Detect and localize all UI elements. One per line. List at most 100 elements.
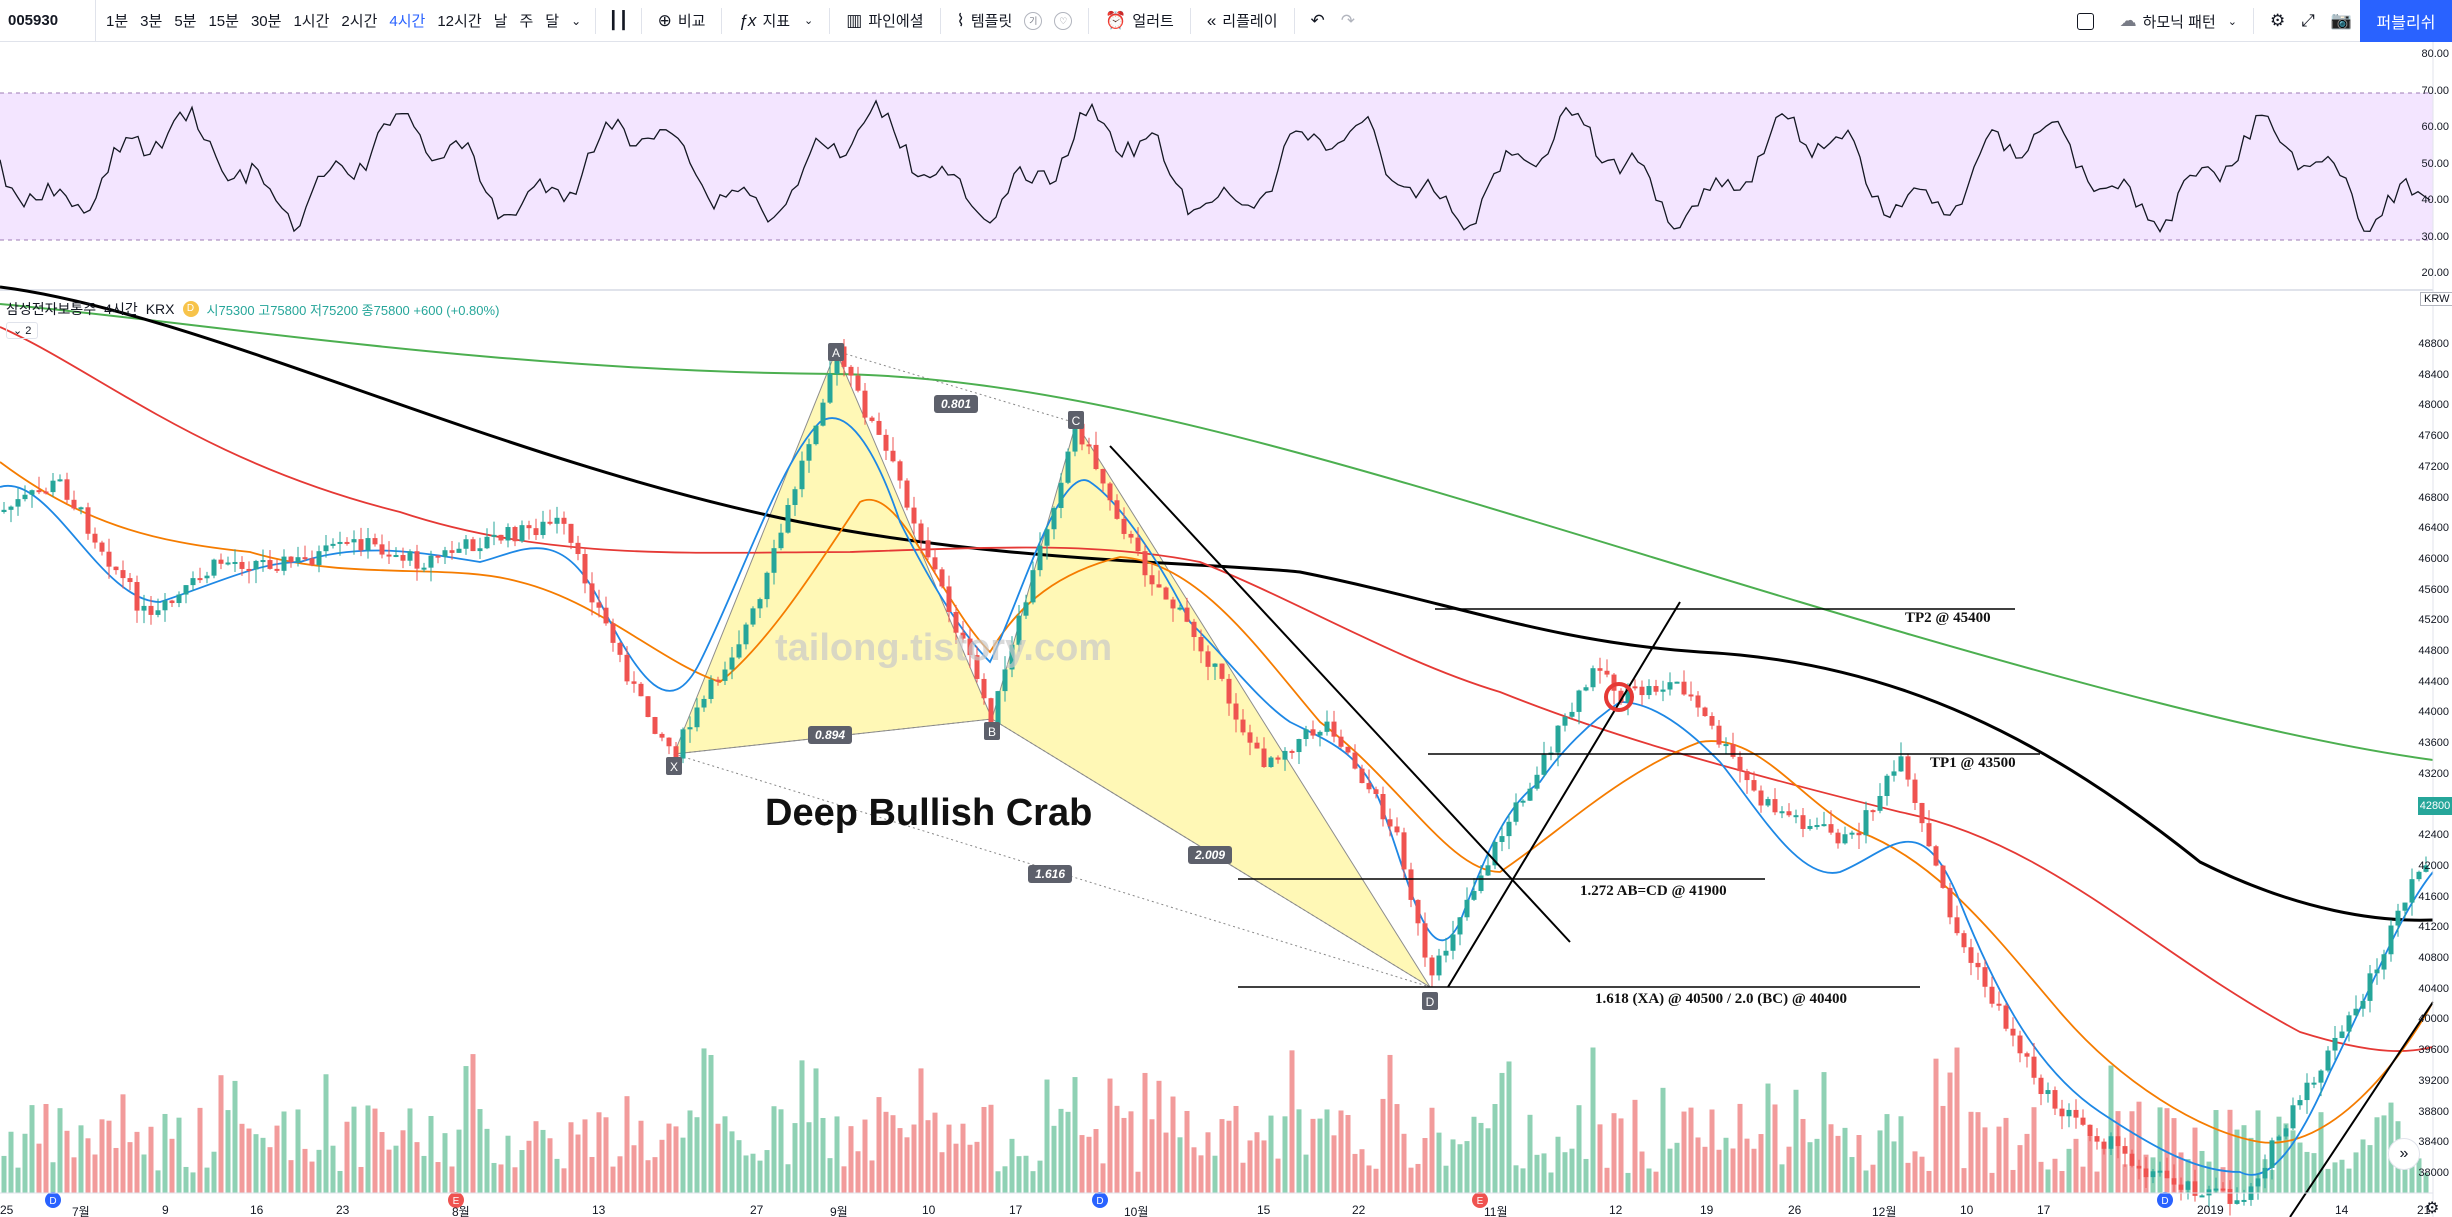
- interval-option[interactable]: 1시간: [293, 13, 330, 30]
- volume-bar: [449, 1166, 455, 1193]
- event-marker[interactable]: E: [448, 1192, 464, 1208]
- pine-editor-button[interactable]: ▥ 파인에셜: [838, 10, 931, 31]
- templates-button[interactable]: ⌇ 템플릿 기 ♡: [949, 10, 1081, 31]
- candle-body: [274, 568, 280, 571]
- interval-option[interactable]: 4시간: [389, 13, 426, 30]
- volume-bar: [1422, 1138, 1428, 1193]
- interval-option[interactable]: 2시간: [341, 13, 378, 30]
- legend-symbol-name[interactable]: 삼성전자보통주: [6, 301, 97, 317]
- price-tick-label: 43600: [2418, 737, 2449, 750]
- candle-body: [1317, 731, 1323, 736]
- volume-bar: [78, 1125, 84, 1193]
- volume-bar: [1366, 1165, 1372, 1193]
- scroll-to-realtime-button[interactable]: »: [2388, 1138, 2420, 1170]
- volume-bar: [1289, 1050, 1295, 1193]
- candle-body: [1149, 575, 1155, 585]
- volume-bar: [631, 1145, 637, 1193]
- event-marker[interactable]: D: [1092, 1192, 1108, 1208]
- candle-body: [183, 585, 189, 595]
- publish-button[interactable]: 퍼블리쉬: [2360, 0, 2452, 42]
- volume-bar: [127, 1142, 133, 1193]
- candle-body: [1436, 955, 1442, 976]
- candle-body: [316, 551, 322, 566]
- camera-icon[interactable]: 📷: [2330, 11, 2352, 30]
- volume-bar: [820, 1117, 826, 1193]
- candle-body: [610, 623, 616, 643]
- volume-bar: [99, 1119, 105, 1193]
- volume-bar: [1205, 1132, 1211, 1193]
- indicators-button[interactable]: ƒx 지표 ⌄: [730, 10, 821, 31]
- event-marker[interactable]: D: [2157, 1192, 2173, 1208]
- candle-body: [533, 528, 539, 536]
- symbol-search[interactable]: 005930: [0, 0, 96, 42]
- harmonic-pattern-button[interactable]: ☁ 하모닉 패턴 ⌄: [2112, 11, 2245, 32]
- event-marker-label: D: [1096, 1196, 1103, 1207]
- candle-body: [2080, 1117, 2086, 1125]
- volume-bar: [2220, 1167, 2226, 1193]
- candle-body: [1254, 742, 1260, 749]
- rsi-tick-label: 70.00: [2421, 84, 2449, 97]
- candle-body: [421, 567, 427, 570]
- chevron-down-icon[interactable]: ⌄: [571, 13, 582, 28]
- candle-body: [2402, 902, 2408, 911]
- price-tick-label: 47600: [2418, 430, 2449, 443]
- volume-bar: [1394, 1104, 1400, 1193]
- indicators-collapse-button[interactable]: ⌄ 2: [6, 322, 39, 339]
- candle-body: [2024, 1053, 2030, 1057]
- volume-bar: [1219, 1119, 1225, 1193]
- candle-body: [1884, 775, 1890, 796]
- volume-bar: [1660, 1087, 1666, 1193]
- replay-button[interactable]: « 리플레이: [1199, 10, 1286, 31]
- volume-bar: [1870, 1164, 1876, 1193]
- candle-body: [267, 560, 273, 569]
- interval-option[interactable]: 12시간: [437, 13, 482, 30]
- interval-option[interactable]: 5분: [174, 13, 197, 30]
- volume-bar: [211, 1151, 217, 1193]
- rsi-tick-label: 20.00: [2421, 267, 2449, 279]
- volume-bar: [2227, 1109, 2233, 1193]
- alert-button[interactable]: ⏰ 얼러트: [1097, 10, 1182, 31]
- candle-body: [1471, 890, 1477, 900]
- compare-button[interactable]: ⊕ 비교: [650, 10, 714, 31]
- candle-body: [281, 556, 287, 571]
- candle-body: [1576, 690, 1582, 712]
- interval-option[interactable]: 15분: [208, 13, 239, 30]
- price-chart[interactable]: tailong.tistory.com Deep Bullish Crab X …: [0, 42, 2452, 1217]
- volume-bar: [617, 1156, 623, 1193]
- candle-body: [134, 582, 140, 611]
- candle-body: [1100, 469, 1106, 484]
- volume-bar: [260, 1137, 266, 1193]
- volume-bar: [1856, 1135, 1862, 1193]
- volume-bar: [1751, 1148, 1757, 1193]
- candle-body: [1156, 584, 1162, 588]
- interval-option[interactable]: 주: [519, 13, 534, 30]
- event-marker[interactable]: E: [1472, 1192, 1488, 1208]
- volume-bar: [246, 1128, 252, 1193]
- candle-body: [778, 532, 784, 549]
- interval-option[interactable]: 3분: [140, 13, 163, 30]
- event-marker[interactable]: D: [45, 1192, 61, 1208]
- gear-icon[interactable]: ⚙: [2269, 11, 2286, 30]
- candle-body: [1177, 607, 1183, 610]
- chevron-down-icon[interactable]: ⌄: [2227, 15, 2237, 28]
- interval-option[interactable]: 1분: [106, 13, 129, 30]
- volume-bar: [736, 1140, 742, 1193]
- volume-bar: [1814, 1138, 1820, 1193]
- undo-icon[interactable]: ↶: [1310, 10, 1325, 30]
- currency-badge[interactable]: KRW: [2420, 292, 2452, 306]
- ma-orange-line: [0, 461, 2434, 1144]
- volume-bar: [1541, 1153, 1547, 1193]
- candle-body: [638, 683, 644, 697]
- redo-icon[interactable]: ↷: [1340, 10, 1355, 30]
- candle-body: [2339, 1031, 2345, 1038]
- checkbox-icon[interactable]: [2076, 12, 2094, 30]
- interval-option[interactable]: 달: [545, 13, 560, 30]
- interval-option[interactable]: 날: [493, 13, 508, 30]
- volume-bar: [1940, 1105, 1946, 1193]
- candle-body: [701, 698, 707, 708]
- chevron-down-icon[interactable]: ⌄: [804, 15, 814, 27]
- fullscreen-icon[interactable]: ⤢: [2301, 11, 2315, 30]
- candle-style-icon[interactable]: ┃┃: [608, 10, 629, 30]
- settings-corner-icon[interactable]: ⚙: [2425, 1200, 2440, 1217]
- interval-option[interactable]: 30분: [250, 13, 282, 30]
